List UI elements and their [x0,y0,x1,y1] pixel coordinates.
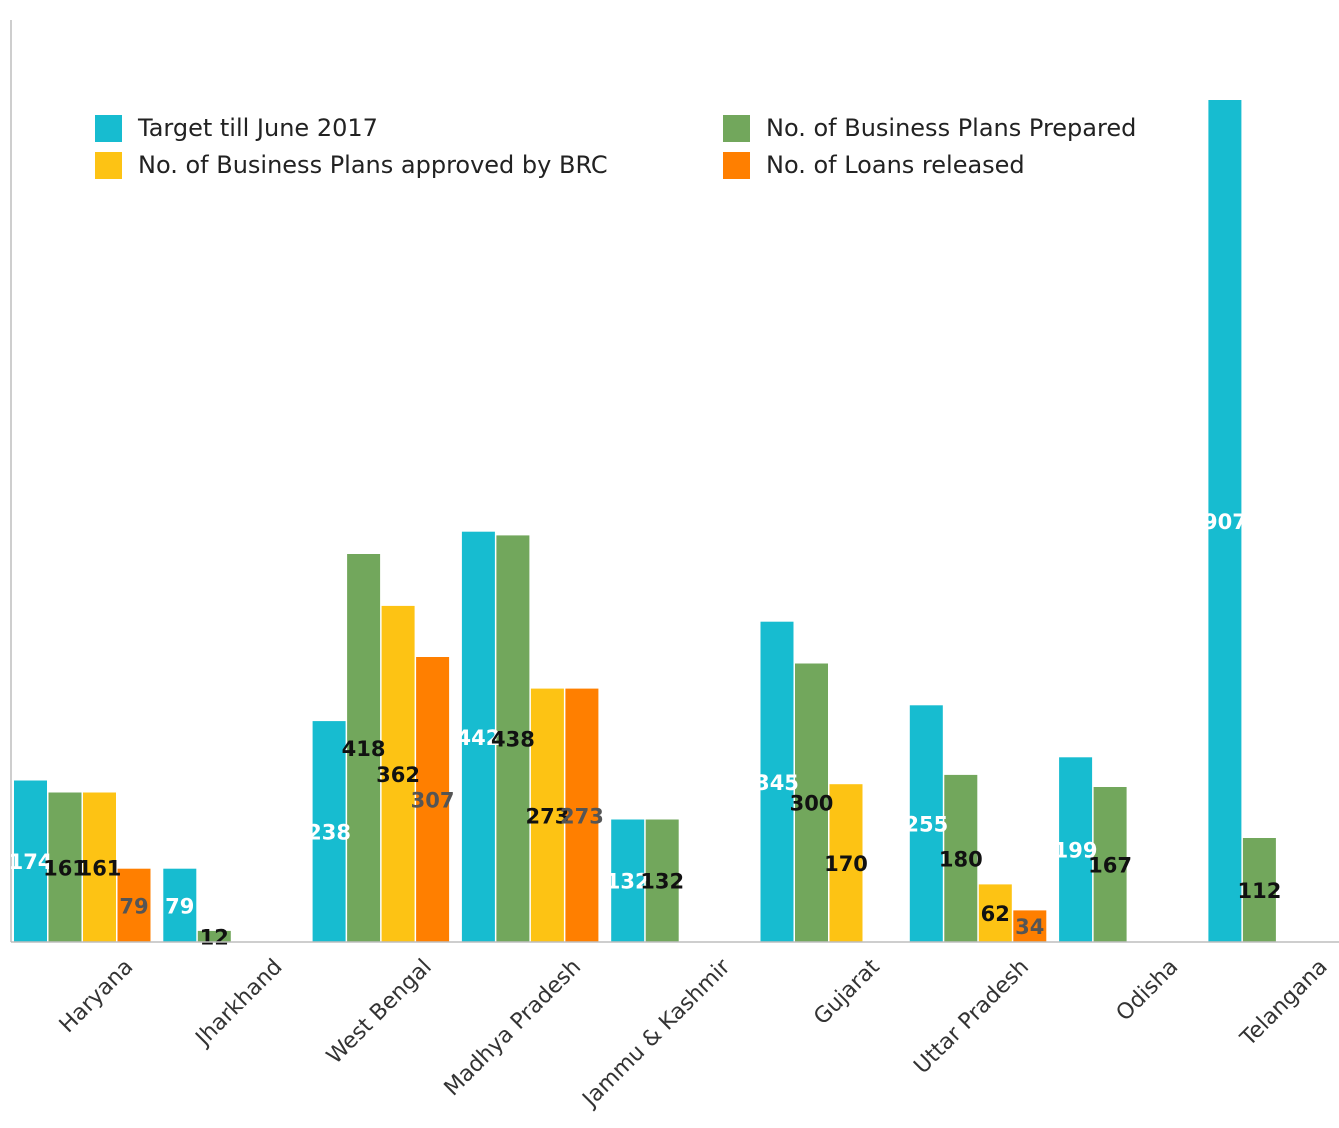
x-tick-label-jharkhand: Jharkhand [190,955,288,1053]
data-label-uttar-pradesh-series-2: 180 [939,847,983,871]
bar-madhya-pradesh-series-1 [461,531,495,942]
legend-item-loans: No. of Loans released [723,151,1025,179]
bar-west-bengal-series-3 [381,605,415,942]
bar-odisha-series-1 [1059,757,1093,942]
bar-uttar-pradesh-series-2 [944,774,978,942]
bars-group [14,100,1276,942]
bar-telangana-series-2 [1242,838,1276,942]
data-label-west-bengal-series-4: 307 [411,789,455,813]
bar-west-bengal-series-1 [312,721,346,942]
data-label-jammu-kashmir-series-1: 132 [606,870,650,894]
data-label-haryana-series-3: 161 [78,856,122,880]
legend-swatch-approved [95,151,122,179]
data-label-jharkhand-series-1: 79 [165,894,194,918]
x-tick-label-odisha: Odisha [1112,955,1184,1027]
data-label-west-bengal-series-1: 238 [307,821,351,845]
bar-uttar-pradesh-series-3 [978,884,1012,942]
bar-jammu-kashmir-series-2 [645,819,679,942]
data-label-odisha-series-2: 167 [1088,854,1132,878]
bar-odisha-series-2 [1093,787,1127,942]
bar-jammu-kashmir-series-1 [611,819,645,942]
data-label-madhya-pradesh-series-1: 442 [456,726,500,750]
bar-uttar-pradesh-series-4 [1013,910,1047,942]
legend-swatch-target [95,114,122,142]
legend-swatch-prepared [723,114,750,142]
x-tick-label-uttar-pradesh: Uttar Pradesh [909,955,1034,1080]
data-label-madhya-pradesh-series-3: 273 [525,804,569,828]
bar-madhya-pradesh-series-3 [530,688,564,942]
bar-haryana-series-4 [117,868,151,942]
bar-haryana-series-1 [14,780,47,942]
data-label-gujarat-series-2: 300 [790,792,834,816]
bar-west-bengal-series-2 [347,554,381,942]
data-label-telangana-series-2: 112 [1237,879,1281,903]
data-label-haryana-series-4: 79 [119,894,148,918]
x-tick-label-telangana: Telangana [1235,955,1332,1052]
x-tick-label-west-bengal: West Bengal [322,955,437,1070]
data-label-uttar-pradesh-series-1: 255 [904,813,948,837]
bar-gujarat-series-1 [760,621,794,942]
x-tick-labels-group: Haryana Jharkhand West Bengal Madhya Prades… [55,954,1333,1113]
bar-haryana-series-2 [48,792,82,942]
legend-swatch-loans [723,151,750,179]
x-tick-label-jammu-kashmir: Jammu & Kashmir [577,954,736,1113]
bar-west-bengal-series-4 [416,657,450,942]
data-label-jharkhand-series-2: 12 [200,925,229,949]
x-tick-label-haryana: Haryana [55,955,138,1038]
bar-jharkhand-series-2 [197,930,231,942]
data-label-haryana-series-2: 161 [43,856,87,880]
legend-label-approved: No. of Business Plans approved by BRC [138,151,608,179]
bar-madhya-pradesh-series-4 [565,688,599,942]
data-label-madhya-pradesh-series-2: 438 [491,728,535,752]
legend-label-target: Target till June 2017 [138,114,378,142]
data-label-madhya-pradesh-series-4: 273 [560,804,604,828]
data-label-gujarat-series-3: 170 [824,852,868,876]
data-label-uttar-pradesh-series-3: 62 [981,902,1010,926]
x-tick-label-gujarat: Gujarat [809,954,885,1030]
bar-jharkhand-series-1 [163,868,197,942]
bar-haryana-series-3 [83,792,116,942]
data-label-haryana-series-1: 174 [9,850,53,874]
data-label-odisha-series-1: 199 [1054,839,1098,863]
legend-item-prepared: No. of Business Plans Prepared [723,114,1136,142]
data-label-west-bengal-series-2: 418 [342,737,386,761]
legend-item-target: Target till June 2017 [95,114,378,142]
data-label-jammu-kashmir-series-2: 132 [640,870,684,894]
data-label-telangana-series-1: 907 [1203,510,1247,534]
bar-madhya-pradesh-series-2 [496,535,530,942]
bar-uttar-pradesh-series-1 [909,705,943,942]
data-label-west-bengal-series-3: 362 [376,763,420,787]
bar-gujarat-series-3 [829,784,863,942]
bar-gujarat-series-2 [795,663,828,942]
legend-item-approved: No. of Business Plans approved by BRC [95,151,608,179]
data-label-uttar-pradesh-series-4: 34 [1015,915,1044,939]
x-tick-label-madhya-pradesh: Madhya Pradesh [440,955,587,1102]
bar-telangana-series-1 [1208,100,1242,942]
data-label-gujarat-series-1: 345 [755,771,799,795]
legend-label-loans: No. of Loans released [766,151,1025,179]
legend-label-prepared: No. of Business Plans Prepared [766,114,1137,142]
